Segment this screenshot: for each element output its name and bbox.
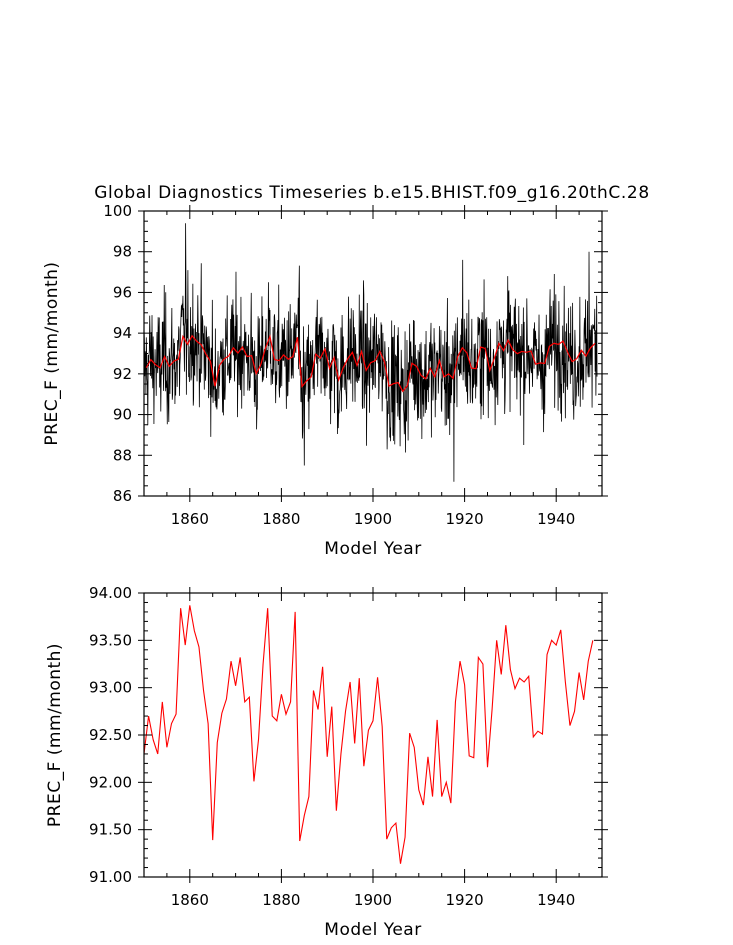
x-tick-label: 1920 bbox=[446, 510, 484, 528]
y-tick-label: 91.50 bbox=[89, 821, 132, 839]
y-tick-label: 94 bbox=[113, 324, 132, 342]
x-tick-label: 1940 bbox=[537, 891, 575, 909]
y-tick-label: 86 bbox=[113, 487, 132, 505]
y-tick-label: 92.50 bbox=[89, 726, 132, 744]
y-tick-label: 94.00 bbox=[89, 584, 132, 602]
annual-mean-line bbox=[145, 334, 596, 393]
y-tick-label: 98 bbox=[113, 243, 132, 261]
x-tick-label: 1880 bbox=[262, 510, 300, 528]
y-axis-label: PREC_F (mm/month) bbox=[45, 643, 65, 827]
y-tick-label: 93.50 bbox=[89, 631, 132, 649]
x-tick-label: 1880 bbox=[262, 891, 300, 909]
figure-title: Global Diagnostics Timeseries b.e15.BHIS… bbox=[94, 183, 649, 203]
annual-mean-line bbox=[144, 605, 594, 864]
x-tick-label: 1860 bbox=[171, 891, 209, 909]
x-tick-label: 1900 bbox=[354, 891, 392, 909]
timeseries-panel-top: 1860 1880 1900 1920 1940 86 88 90 92 94 96 98 100 Mod… bbox=[42, 202, 608, 559]
timeseries-panel-bottom: 1860 1880 1900 1920 1940 91.00 91.50 92.00 92.50… bbox=[45, 584, 608, 940]
y-tick-label: 90 bbox=[113, 406, 132, 424]
x-tick-label: 1900 bbox=[354, 510, 392, 528]
x-axis-label: Model Year bbox=[324, 539, 421, 559]
monthly-series-line bbox=[144, 223, 598, 482]
x-tick-label: 1920 bbox=[446, 891, 484, 909]
y-tick-label: 93.00 bbox=[89, 679, 132, 697]
y-tick-label: 100 bbox=[103, 202, 132, 220]
y-tick-label: 91.00 bbox=[89, 868, 132, 886]
y-tick-label: 92.00 bbox=[89, 773, 132, 791]
y-tick-label: 92 bbox=[113, 365, 132, 383]
y-axis-label: PREC_F (mm/month) bbox=[42, 261, 62, 445]
x-tick-label: 1940 bbox=[537, 510, 575, 528]
x-tick-label: 1860 bbox=[171, 510, 209, 528]
y-tick-label: 88 bbox=[113, 446, 132, 464]
x-axis-label: Model Year bbox=[324, 920, 421, 940]
y-tick-label: 96 bbox=[113, 283, 132, 301]
